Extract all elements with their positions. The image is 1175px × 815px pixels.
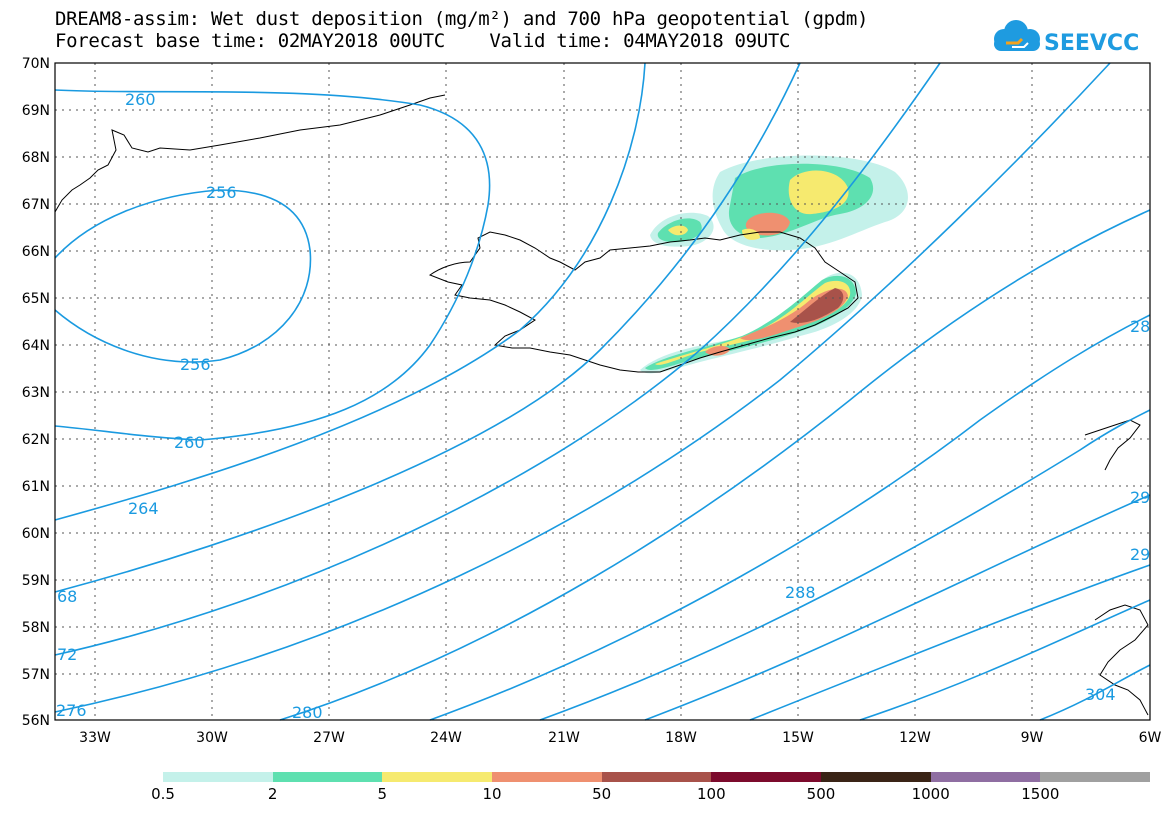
contour-label: 304 (1085, 685, 1116, 704)
legend-swatch (163, 772, 273, 782)
longitude-axis: 33W 30W 27W 24W 21W 18W 15W 12W 9W 6W (79, 730, 1161, 746)
lat-label: 59N (22, 573, 50, 589)
legend-label: 5 (377, 785, 388, 803)
lat-label: 56N (22, 713, 50, 729)
contour-label: 68 (57, 587, 77, 606)
lon-label: 21W (548, 730, 580, 746)
lat-label: 66N (22, 244, 50, 260)
seevccc-logo: SEEVCCC (994, 20, 1138, 56)
map-title: DREAM8-assim: Wet dust deposition (mg/m²… (55, 8, 869, 30)
legend-label: 1500 (1021, 785, 1060, 803)
lat-label: 57N (22, 667, 50, 683)
contour-label: 29 (1130, 488, 1150, 507)
lat-label: 65N (22, 291, 50, 307)
logo-text: SEEVCCC (1044, 31, 1138, 56)
lat-label: 61N (22, 479, 50, 495)
map-frame (54, 62, 1151, 721)
geopotential-contours (54, 62, 1151, 721)
legend-label: 50 (592, 785, 612, 803)
legend-swatch (601, 772, 712, 782)
lat-label: 58N (22, 620, 50, 636)
legend-swatch (930, 772, 1041, 782)
contour-label: 280 (292, 703, 323, 722)
graticule (55, 63, 1150, 720)
legend-label: 10 (482, 785, 502, 803)
contour-label: 260 (174, 433, 205, 452)
contour-label: 72 (57, 645, 77, 664)
lon-label: 12W (899, 730, 931, 746)
lon-label: 15W (782, 730, 814, 746)
legend-swatch (382, 772, 493, 782)
legend-label: 1000 (911, 785, 950, 803)
legend-colorbar (163, 772, 1151, 782)
legend-swatch (492, 772, 602, 782)
lon-label: 27W (313, 730, 345, 746)
lon-label: 33W (79, 730, 111, 746)
cloud-icon (994, 20, 1040, 51)
lon-label: 9W (1021, 730, 1044, 746)
lat-label: 60N (22, 526, 50, 542)
contour-label: 276 (56, 701, 87, 720)
contour-label: 264 (128, 499, 159, 518)
lat-label: 67N (22, 197, 50, 213)
lon-label: 6W (1139, 730, 1162, 746)
contour-label: 29 (1130, 545, 1150, 564)
lon-label: 30W (196, 730, 228, 746)
contour-labels: 260 256 256 260 264 68 72 276 280 288 28… (56, 90, 1150, 722)
contour-label: 260 (125, 90, 156, 109)
legend-swatch (272, 772, 383, 782)
latitude-axis: 70N 69N 68N 67N 66N 65N 64N 63N 62N 61N … (22, 56, 50, 729)
lon-label: 24W (430, 730, 462, 746)
contour-label: 256 (180, 355, 211, 374)
lat-label: 64N (22, 338, 50, 354)
lat-label: 70N (22, 56, 50, 72)
legend-label: 2 (267, 785, 278, 803)
contour-label: 288 (785, 583, 816, 602)
legend-label: 100 (697, 785, 726, 803)
legend-label: 500 (806, 785, 836, 803)
legend-swatch (711, 772, 822, 782)
lat-label: 68N (22, 150, 50, 166)
map-subtitle: Forecast base time: 02MAY2018 00UTC Vali… (55, 30, 791, 52)
lat-label: 62N (22, 432, 50, 448)
contour-label: 256 (206, 183, 237, 202)
legend-swatch (821, 772, 931, 782)
contour-label: 28 (1130, 317, 1150, 336)
lon-label: 18W (665, 730, 697, 746)
lat-label: 69N (22, 103, 50, 119)
legend-label: 0.5 (151, 785, 175, 803)
lat-label: 63N (22, 385, 50, 401)
legend-swatch (1040, 772, 1151, 782)
dust-deposition-field (640, 155, 908, 374)
